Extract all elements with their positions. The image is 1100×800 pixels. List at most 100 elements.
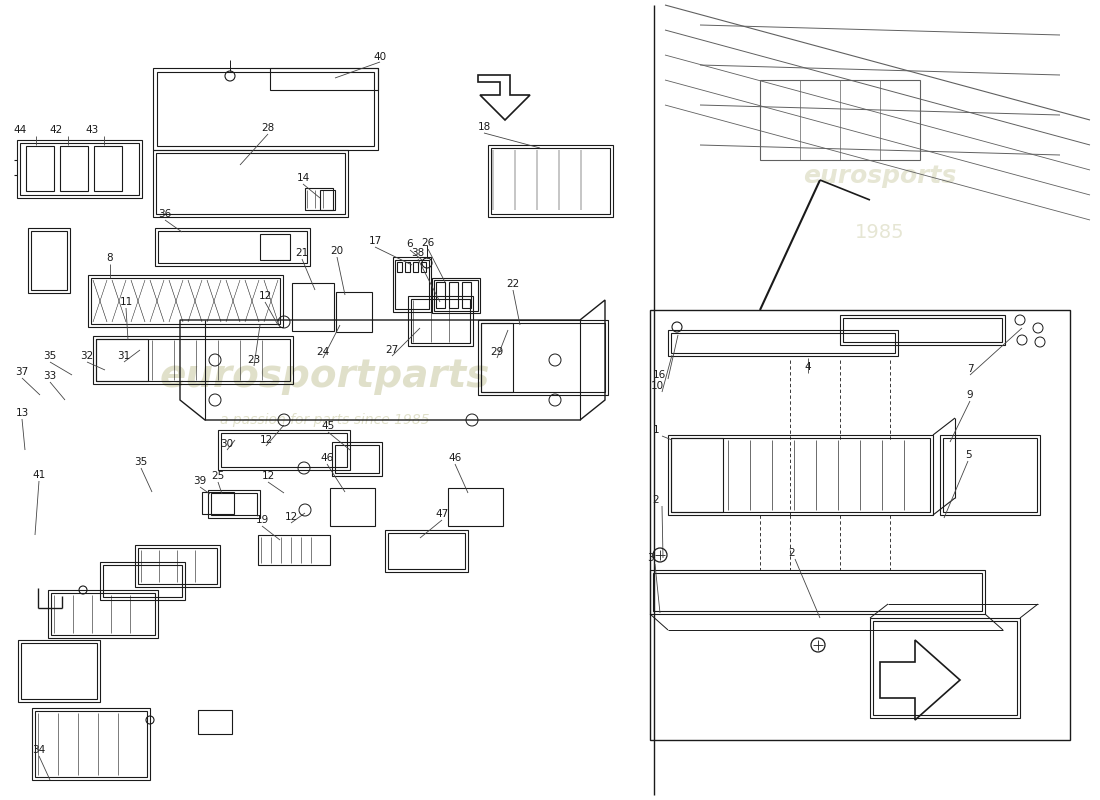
Text: a passion for parts since 1985: a passion for parts since 1985: [220, 413, 429, 427]
Bar: [156, 153, 345, 214]
Text: 12: 12: [258, 291, 272, 301]
Text: 7: 7: [967, 364, 974, 374]
Bar: [332, 442, 382, 476]
Text: 29: 29: [491, 347, 504, 357]
Bar: [449, 282, 458, 308]
Text: 38: 38: [411, 248, 425, 258]
Bar: [940, 435, 1040, 515]
Bar: [158, 231, 307, 263]
Bar: [668, 330, 898, 356]
Text: 11: 11: [120, 297, 133, 307]
Text: 25: 25: [211, 471, 224, 481]
Bar: [26, 146, 54, 191]
Text: 46: 46: [449, 453, 462, 463]
Bar: [88, 275, 283, 327]
Bar: [840, 315, 1005, 345]
Text: 2: 2: [652, 495, 659, 505]
Text: 36: 36: [158, 209, 172, 219]
Bar: [320, 190, 336, 210]
Bar: [481, 323, 605, 392]
Bar: [395, 260, 429, 309]
Text: 14: 14: [296, 173, 309, 183]
Bar: [91, 278, 280, 324]
Text: 6: 6: [407, 239, 414, 249]
Bar: [481, 323, 513, 392]
Bar: [96, 339, 290, 381]
Bar: [218, 430, 350, 470]
Text: 21: 21: [296, 248, 309, 258]
Bar: [208, 490, 260, 518]
Text: 35: 35: [43, 351, 56, 361]
Bar: [870, 618, 1020, 718]
Text: 19: 19: [255, 515, 268, 525]
Bar: [155, 228, 310, 266]
Bar: [202, 492, 234, 514]
Bar: [260, 234, 290, 260]
Bar: [94, 336, 293, 384]
Bar: [20, 143, 139, 195]
Bar: [873, 621, 1018, 715]
Bar: [153, 150, 348, 217]
Bar: [135, 545, 220, 587]
Text: 3: 3: [647, 553, 653, 563]
Bar: [436, 282, 446, 308]
Bar: [408, 296, 473, 346]
Text: 5: 5: [965, 450, 971, 460]
Text: 41: 41: [32, 470, 45, 480]
Text: 26: 26: [421, 238, 434, 248]
Bar: [434, 280, 478, 311]
Text: 30: 30: [220, 439, 233, 449]
Bar: [16, 140, 142, 198]
Bar: [462, 282, 471, 308]
Bar: [51, 593, 155, 635]
Text: 37: 37: [15, 367, 29, 377]
Text: 34: 34: [32, 745, 45, 755]
Text: 46: 46: [320, 453, 333, 463]
Text: 8: 8: [107, 253, 113, 263]
Text: 27: 27: [385, 345, 398, 355]
Bar: [305, 188, 333, 210]
Bar: [94, 146, 122, 191]
Bar: [488, 145, 613, 217]
Bar: [100, 562, 185, 600]
Text: 1: 1: [652, 425, 659, 435]
Bar: [336, 445, 380, 473]
Text: 20: 20: [330, 246, 343, 256]
Text: 24: 24: [317, 347, 330, 357]
Bar: [31, 231, 67, 290]
Text: 13: 13: [15, 408, 29, 418]
Bar: [843, 318, 1002, 342]
Text: eurosportparts: eurosportparts: [160, 357, 490, 395]
Text: 45: 45: [321, 421, 334, 431]
Bar: [157, 72, 374, 146]
Bar: [18, 640, 100, 702]
Bar: [336, 292, 372, 332]
Bar: [258, 535, 330, 565]
Text: 12: 12: [285, 512, 298, 522]
Bar: [330, 488, 375, 526]
Bar: [760, 80, 920, 160]
Bar: [650, 570, 984, 614]
Bar: [405, 262, 410, 272]
Bar: [48, 590, 158, 638]
Bar: [491, 148, 611, 214]
Text: 35: 35: [134, 457, 147, 467]
Bar: [153, 68, 378, 150]
Bar: [385, 530, 468, 572]
Text: 33: 33: [43, 371, 56, 381]
Text: 23: 23: [248, 355, 261, 365]
Bar: [653, 573, 982, 611]
Bar: [28, 228, 70, 293]
Bar: [650, 310, 1070, 740]
Text: 4: 4: [805, 362, 812, 372]
Bar: [60, 146, 88, 191]
Bar: [421, 262, 426, 272]
Text: 40: 40: [373, 52, 386, 62]
Text: 18: 18: [477, 122, 491, 132]
Bar: [671, 438, 930, 512]
Text: 39: 39: [194, 476, 207, 486]
Bar: [103, 565, 182, 597]
Bar: [138, 548, 217, 584]
Bar: [412, 262, 418, 272]
Bar: [292, 283, 334, 331]
